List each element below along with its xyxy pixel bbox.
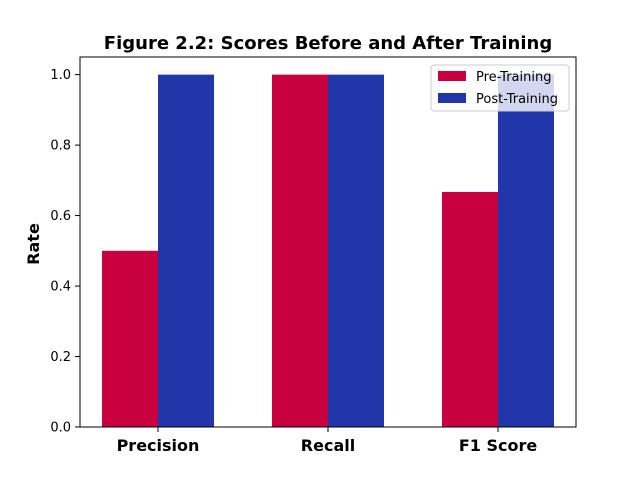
x-tick-label-recall: Recall <box>301 436 355 455</box>
plot-frame <box>79 56 577 428</box>
y-tick-label: 0.2 <box>50 350 71 365</box>
y-axis-label: Rate <box>24 223 43 265</box>
x-axis: Precision Recall F1 Score <box>117 427 538 455</box>
y-tick-label: 0.8 <box>50 139 71 154</box>
bar-pre-training-f1-score <box>442 191 498 427</box>
y-tick-label: 0.6 <box>50 209 71 224</box>
y-axis: 0.0 0.2 0.4 0.6 0.8 1.0 <box>50 68 80 436</box>
y-tick-label: 1.0 <box>50 68 71 83</box>
chart-title: Figure 2.2: Scores Before and After Trai… <box>104 33 552 54</box>
bar-post-training-recall <box>328 74 384 427</box>
bars-group <box>102 74 554 427</box>
bar-post-training-f1-score <box>498 74 554 427</box>
bar-pre-training-precision <box>102 250 158 427</box>
bar-pre-training-recall <box>272 74 328 427</box>
legend: Pre-Training Post-Training <box>430 64 570 112</box>
legend-label-post-training: Post-Training <box>476 92 558 107</box>
x-tick-label-precision: Precision <box>117 436 200 455</box>
legend-swatch-post-training <box>438 93 466 103</box>
y-tick-label: 0.0 <box>50 421 71 436</box>
bar-post-training-precision <box>158 74 214 427</box>
legend-label-pre-training: Pre-Training <box>476 70 551 85</box>
x-tick-label-f1-score: F1 Score <box>459 436 538 455</box>
y-tick-label: 0.4 <box>50 280 71 295</box>
legend-swatch-pre-training <box>438 71 466 81</box>
